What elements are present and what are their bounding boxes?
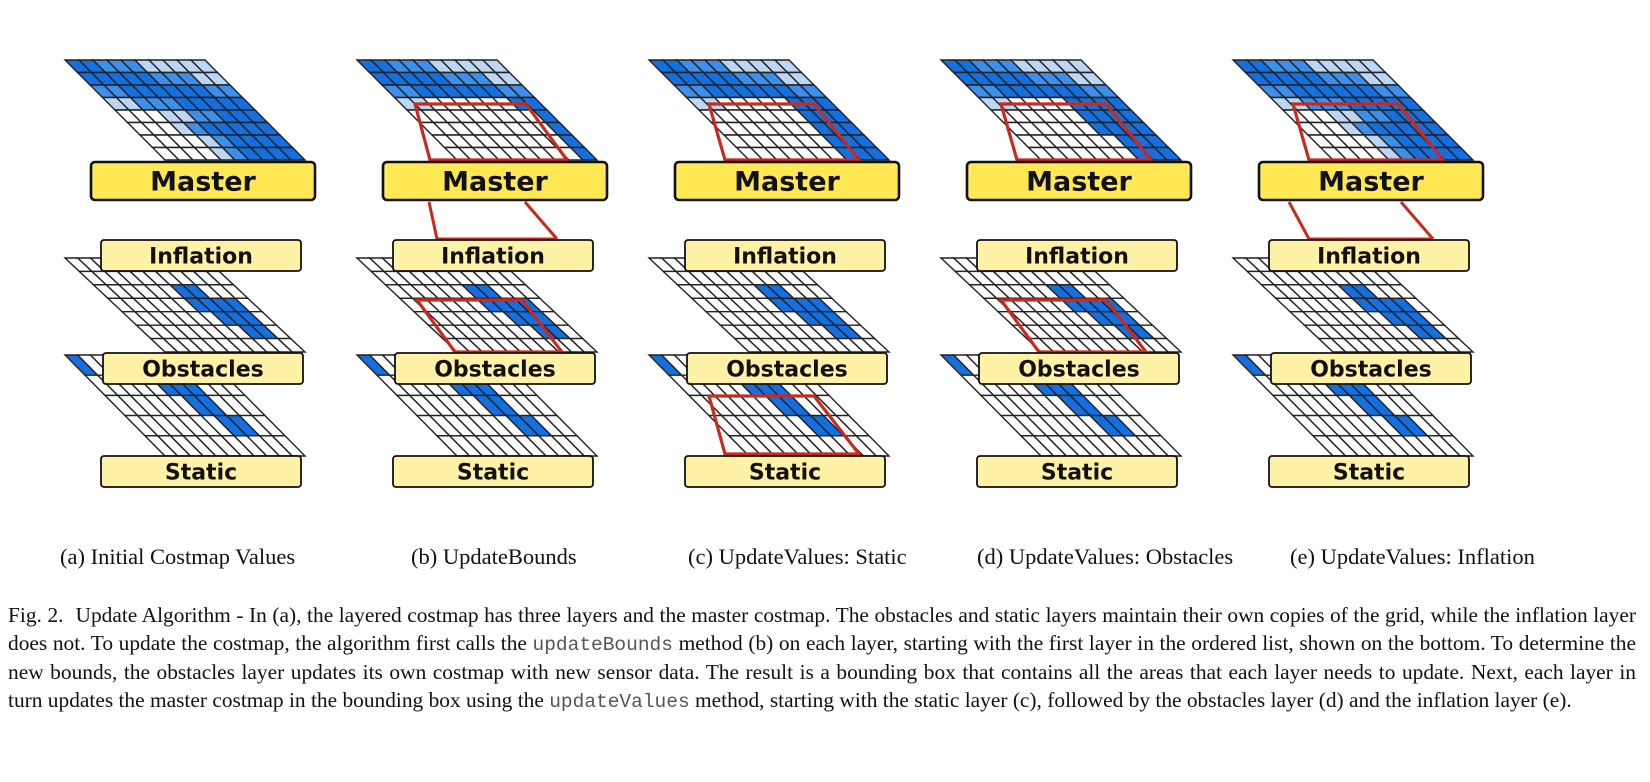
grid-cell bbox=[1444, 337, 1475, 353]
caption-text-2: method (b) on each layer, starting with … bbox=[8, 630, 1636, 712]
master-label-text: Master bbox=[442, 167, 548, 198]
subfigure-caption-a: (a) Initial Costmap Values bbox=[60, 544, 296, 569]
obstacles-label-text: Obstacles bbox=[1018, 357, 1140, 382]
bounds-box-static bbox=[706, 394, 863, 456]
master-label-box: Master bbox=[1257, 160, 1485, 202]
obstacles-label-box: Obstacles bbox=[102, 352, 304, 385]
grid-cell bbox=[270, 435, 307, 457]
static-label-text: Static bbox=[1333, 460, 1405, 485]
subfigure-caption-d: (d) UpdateValues: Obstacles bbox=[977, 544, 1234, 569]
master-label-text: Master bbox=[1026, 167, 1132, 198]
grid-cell bbox=[276, 146, 307, 161]
inflation-label-text: Inflation bbox=[1025, 244, 1129, 269]
obstacles-label-box: Obstacles bbox=[394, 352, 596, 385]
master-label-text: Master bbox=[1318, 167, 1424, 198]
static-label-text: Static bbox=[1041, 460, 1113, 485]
grid-cell bbox=[860, 337, 891, 353]
inflation-label-box: Inflation bbox=[100, 239, 302, 272]
subfigure-caption-c: (c) UpdateValues: Static bbox=[688, 544, 907, 569]
subfigure-caption-e: (e) UpdateValues: Inflation bbox=[1290, 544, 1535, 569]
obstacles-label-box: Obstacles bbox=[686, 352, 888, 385]
inflation-label-text: Inflation bbox=[1317, 244, 1421, 269]
static-label-text: Static bbox=[457, 460, 529, 485]
master-label-box: Master bbox=[673, 160, 901, 202]
static-label-box: Static bbox=[100, 455, 302, 488]
grid-cell bbox=[568, 146, 599, 161]
bounds-connector-left bbox=[427, 201, 439, 240]
inflation-label-text: Inflation bbox=[733, 244, 837, 269]
obstacles-label-box: Obstacles bbox=[978, 352, 1180, 385]
master-grid bbox=[1231, 59, 1475, 161]
bounds-connector-left bbox=[1287, 201, 1311, 240]
grid-cell bbox=[1152, 337, 1183, 353]
grid-cell bbox=[1444, 146, 1475, 161]
grid-cell bbox=[1152, 146, 1183, 161]
caption-text-1: Update Algorithm - In (a), the layered c… bbox=[8, 603, 1636, 655]
obstacles-grid bbox=[647, 257, 891, 353]
grid-cell bbox=[276, 337, 307, 353]
obstacles-grid bbox=[1231, 257, 1475, 353]
bounds-box-master bbox=[706, 102, 863, 162]
static-label-box: Static bbox=[976, 455, 1178, 488]
master-grid bbox=[939, 59, 1183, 161]
obstacles-label-text: Obstacles bbox=[726, 357, 848, 382]
static-label-box: Static bbox=[684, 455, 886, 488]
obstacles-grid bbox=[63, 257, 307, 353]
bounds-box-obstacles bbox=[413, 298, 566, 354]
obstacles-label-box: Obstacles bbox=[1270, 352, 1472, 385]
code-update-values: updateValues bbox=[549, 690, 690, 713]
obstacles-grid bbox=[355, 257, 599, 353]
master-label-box: Master bbox=[965, 160, 1193, 202]
code-update-bounds: updateBounds bbox=[532, 633, 673, 656]
grid-cell bbox=[854, 435, 891, 457]
bounds-connector-right bbox=[1399, 201, 1435, 240]
static-label-box: Static bbox=[392, 455, 594, 488]
grid-cell bbox=[562, 435, 599, 457]
bounds-connector-right bbox=[523, 201, 559, 240]
obstacles-label-text: Obstacles bbox=[1310, 357, 1432, 382]
static-label-text: Static bbox=[749, 460, 821, 485]
inflation-label-text: Inflation bbox=[149, 244, 253, 269]
master-grid bbox=[647, 59, 891, 161]
master-grid bbox=[63, 59, 307, 161]
bounds-box-master bbox=[1290, 102, 1447, 162]
inflation-label-box: Inflation bbox=[1268, 239, 1470, 272]
caption-text-3: method, starting with the static layer (… bbox=[689, 687, 1572, 712]
inflation-label-box: Inflation bbox=[684, 239, 886, 272]
figure-caption: Fig. 2. Update Algorithm - In (a), the la… bbox=[8, 602, 1636, 716]
subfigure-caption-b: (b) UpdateBounds bbox=[411, 544, 577, 569]
static-label-box: Static bbox=[1268, 455, 1470, 488]
obstacles-label-text: Obstacles bbox=[434, 357, 556, 382]
grid-cell bbox=[568, 337, 599, 353]
grid-cell bbox=[1146, 435, 1183, 457]
obstacles-label-text: Obstacles bbox=[142, 357, 264, 382]
bounds-box-master bbox=[412, 102, 571, 162]
bounds-box-master bbox=[998, 102, 1155, 162]
master-label-box: Master bbox=[381, 160, 609, 202]
master-label-text: Master bbox=[150, 167, 256, 198]
obstacles-grid bbox=[939, 257, 1183, 353]
grid-cell bbox=[860, 146, 891, 161]
master-label-text: Master bbox=[734, 167, 840, 198]
master-label-box: Master bbox=[89, 160, 317, 202]
inflation-label-text: Inflation bbox=[441, 244, 545, 269]
figure-number: Fig. 2. bbox=[8, 603, 64, 627]
inflation-label-box: Inflation bbox=[392, 239, 594, 272]
bounds-box-obstacles bbox=[997, 298, 1150, 354]
master-grid bbox=[355, 59, 599, 161]
inflation-label-box: Inflation bbox=[976, 239, 1178, 272]
grid-cell bbox=[1438, 435, 1475, 457]
static-label-text: Static bbox=[165, 460, 237, 485]
